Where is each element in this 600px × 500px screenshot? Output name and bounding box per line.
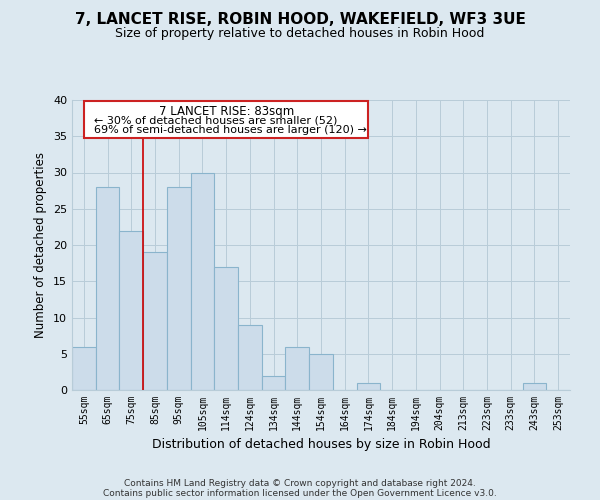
Text: 69% of semi-detached houses are larger (120) →: 69% of semi-detached houses are larger (… xyxy=(94,125,367,135)
FancyBboxPatch shape xyxy=(85,102,368,138)
Text: Size of property relative to detached houses in Robin Hood: Size of property relative to detached ho… xyxy=(115,28,485,40)
Bar xyxy=(262,376,286,390)
Bar xyxy=(72,346,96,390)
Bar xyxy=(96,187,119,390)
Y-axis label: Number of detached properties: Number of detached properties xyxy=(34,152,47,338)
Text: ← 30% of detached houses are smaller (52): ← 30% of detached houses are smaller (52… xyxy=(94,115,338,125)
Bar xyxy=(143,252,167,390)
Bar xyxy=(191,172,214,390)
Bar xyxy=(214,267,238,390)
Bar xyxy=(523,383,546,390)
Text: 7 LANCET RISE: 83sqm: 7 LANCET RISE: 83sqm xyxy=(159,105,294,118)
Text: Contains HM Land Registry data © Crown copyright and database right 2024.: Contains HM Land Registry data © Crown c… xyxy=(124,478,476,488)
Bar xyxy=(167,187,191,390)
Bar xyxy=(119,230,143,390)
Bar xyxy=(309,354,333,390)
Text: 7, LANCET RISE, ROBIN HOOD, WAKEFIELD, WF3 3UE: 7, LANCET RISE, ROBIN HOOD, WAKEFIELD, W… xyxy=(74,12,526,28)
Bar xyxy=(356,383,380,390)
Bar xyxy=(286,346,309,390)
Text: Contains public sector information licensed under the Open Government Licence v3: Contains public sector information licen… xyxy=(103,488,497,498)
X-axis label: Distribution of detached houses by size in Robin Hood: Distribution of detached houses by size … xyxy=(152,438,490,452)
Bar xyxy=(238,325,262,390)
